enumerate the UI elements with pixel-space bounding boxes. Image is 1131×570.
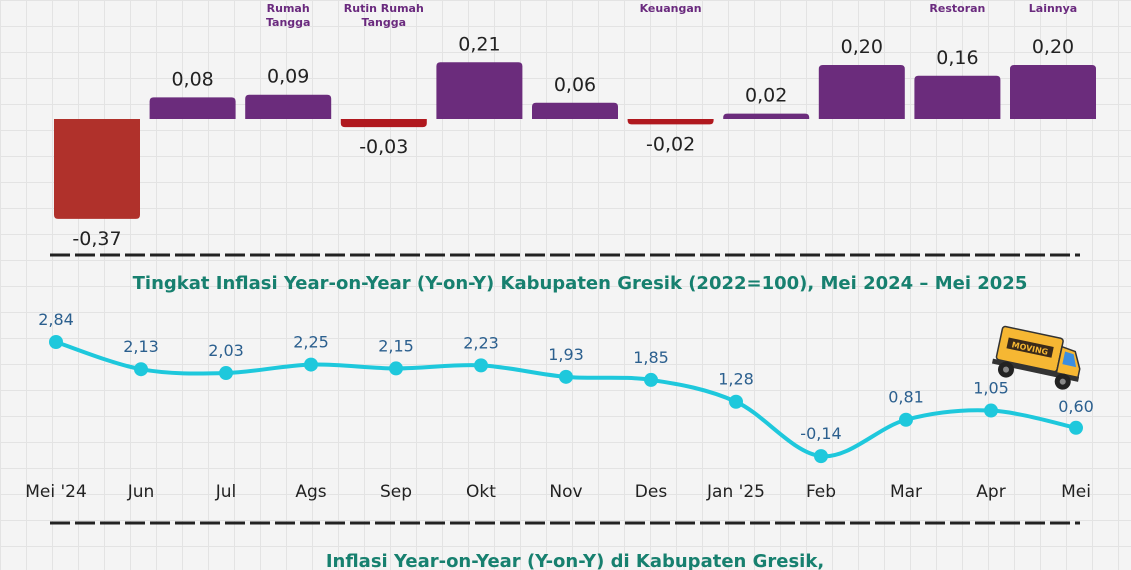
line-value-label: 2,13 [123, 337, 159, 356]
x-tick-label: Apr [976, 482, 1005, 502]
bar [245, 94, 332, 119]
line-value-label: 2,03 [208, 341, 244, 360]
footer-title: Inflasi Year-on-Year (Y-on-Y) di Kabupat… [326, 551, 824, 570]
line-value-label: 2,15 [378, 336, 414, 355]
line-point [644, 372, 658, 387]
bar [723, 113, 810, 119]
line-value-label: 2,84 [38, 310, 74, 329]
bar-value-label: 0,20 [1032, 36, 1074, 58]
bar-value-label: -0,37 [72, 228, 121, 250]
bar-value-label: 0,16 [936, 47, 978, 69]
x-tick-label: Jun [127, 482, 155, 502]
bar-value-label: 0,06 [554, 74, 596, 96]
line-point [49, 335, 63, 349]
line-point [219, 366, 233, 381]
bar-value-label: 0,08 [171, 68, 213, 90]
bar [149, 97, 236, 119]
line-value-label: 1,93 [548, 345, 584, 364]
x-tick-label: Feb [806, 482, 836, 502]
x-tick-label: Mei [1061, 482, 1091, 502]
line-point [304, 357, 318, 372]
bar [1010, 65, 1096, 119]
bar [532, 102, 618, 119]
bar-value-label: 0,21 [458, 33, 500, 55]
x-tick-label: Ags [295, 482, 326, 502]
bar-value-label: -0,02 [646, 133, 695, 155]
x-tick-label: Mei '24 [25, 482, 87, 502]
line-value-label: 0,81 [888, 388, 924, 407]
line-value-label: 1,05 [973, 379, 1009, 398]
line-point [559, 369, 573, 384]
bar-category-label: Keuangan [640, 2, 702, 15]
line-point [729, 394, 743, 409]
bar [436, 62, 523, 119]
bar-category-label: Rumah Tangga [266, 2, 311, 29]
bar-category-label: Lainnya [1029, 2, 1077, 15]
line-point [984, 403, 998, 418]
x-tick-label: Jul [215, 482, 237, 502]
bar [54, 119, 140, 219]
x-tick-label: Nov [549, 482, 582, 502]
bar-value-label: 0,20 [841, 36, 883, 58]
truck-icon: MOVING [991, 325, 1081, 390]
bar-value-label: -0,03 [359, 136, 408, 158]
x-tick-label: Mar [890, 482, 922, 502]
line-value-label: 2,25 [293, 333, 329, 352]
line-point [1069, 420, 1083, 435]
bar [340, 119, 427, 128]
bar [627, 119, 714, 125]
bar-category-label: Restoran [929, 2, 985, 15]
line-value-label: -0,14 [800, 424, 841, 443]
line-point [814, 449, 828, 464]
x-tick-label: Okt [466, 482, 496, 502]
line-value-label: 1,85 [633, 348, 669, 367]
line-point [474, 358, 488, 373]
bar-value-label: 0,09 [267, 66, 309, 88]
line-point [134, 362, 148, 377]
bar [818, 65, 905, 119]
line-value-label: 2,23 [463, 333, 499, 352]
bar [914, 75, 1001, 119]
line-value-label: 0,60 [1058, 397, 1094, 416]
line-point [899, 412, 913, 427]
x-tick-label: Jan '25 [706, 482, 765, 502]
line-chart-title: Tingkat Inflasi Year-on-Year (Y-on-Y) Ka… [133, 273, 1028, 294]
x-tick-label: Des [635, 482, 668, 502]
x-tick-label: Sep [380, 482, 412, 502]
line-value-label: 1,28 [718, 370, 754, 389]
bar-value-label: 0,02 [745, 85, 787, 107]
line-point [389, 361, 403, 376]
bar-category-label: Rutin Rumah Tangga [344, 2, 424, 29]
